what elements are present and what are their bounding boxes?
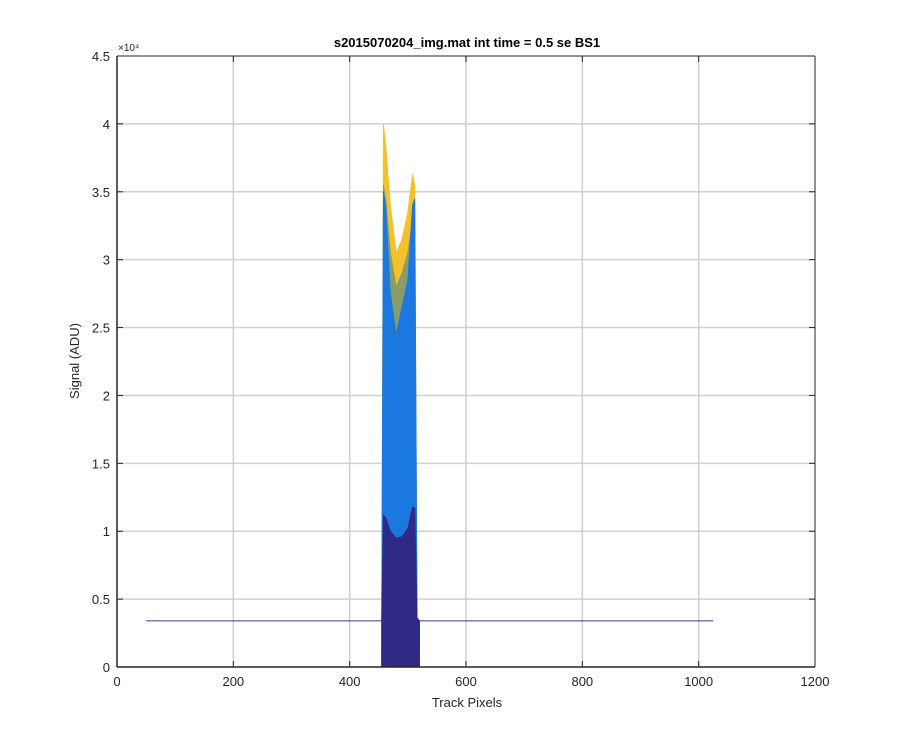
y-tick-label: 0	[103, 660, 110, 675]
grid-lines	[117, 56, 815, 667]
y-tick-label: 4	[103, 117, 110, 132]
x-tick-label: 200	[222, 674, 244, 689]
axes	[116, 55, 816, 668]
y-tick-label: 2	[103, 388, 110, 403]
x-tick-label: 400	[339, 674, 361, 689]
y-tick-label: 0.5	[92, 592, 110, 607]
x-axis-label: Track Pixels	[432, 695, 503, 710]
x-tick-label: 1200	[801, 674, 830, 689]
y-axis-multiplier: ×10⁴	[118, 43, 139, 54]
chart-title: s2015070204_img.mat int time = 0.5 se BS…	[334, 35, 600, 50]
y-tick-label: 4.5	[92, 49, 110, 64]
y-tick-label: 3	[103, 253, 110, 268]
y-tick-label: 1.5	[92, 456, 110, 471]
tick-labels: 0 200 400 600 800 1000 1200 0 0.5 1 1.5 2 2.5 3 3.5 4 4.…	[92, 49, 830, 689]
x-tick-label: 800	[571, 674, 593, 689]
x-tick-label: 600	[455, 674, 477, 689]
x-tick-label: 0	[113, 674, 120, 689]
y-tick-label: 2.5	[92, 321, 110, 336]
y-tick-label: 3.5	[92, 185, 110, 200]
x-tick-label: 1000	[684, 674, 713, 689]
y-axis-label: Signal (ADU)	[67, 323, 82, 399]
y-tick-label: 1	[103, 524, 110, 539]
data-area	[146, 123, 714, 668]
series-lower-area	[381, 506, 420, 668]
